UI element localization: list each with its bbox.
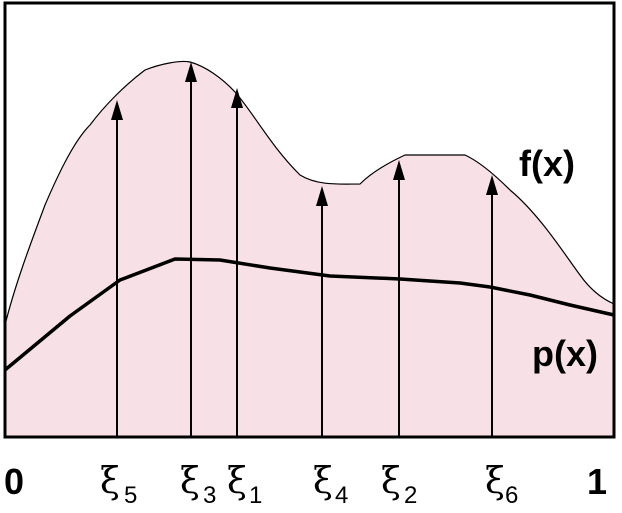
sample-label-xi6: ξ 6 [485,461,518,509]
xi-symbol: ξ [227,461,247,502]
x-max-label: 1 [587,461,607,502]
xi-symbol: ξ [313,461,333,502]
plot-frame [3,1,616,439]
xi-index: 2 [404,482,417,509]
xi-symbol: ξ [485,461,505,502]
sample-arrow-xi2 [393,160,405,437]
xi-index: 1 [249,482,262,509]
sample-arrow-xi4 [316,186,328,437]
xi-symbol: ξ [381,461,401,502]
x-min-label: 0 [4,461,24,502]
sample-label-xi2: ξ 2 [381,461,417,509]
sample-label-xi1: ξ 1 [227,461,262,509]
sample-label-xi4: ξ 4 [313,461,348,509]
p-curve [3,257,615,372]
xi-index: 3 [203,482,216,509]
sample-arrow-xi6 [486,175,498,437]
f-curve [4,60,615,326]
sample-arrow-xi3 [185,62,197,437]
xi-index: 6 [505,482,518,509]
xi-index: 5 [124,482,137,509]
sample-label-xi5: ξ 5 [100,461,137,509]
sample-arrow-xi1 [231,88,243,437]
f-label: f(x) [519,143,575,184]
xi-symbol: ξ [100,461,120,502]
xi-symbol: ξ [180,461,200,502]
p-label: p(x) [532,333,598,374]
sample-label-xi3: ξ 3 [180,461,216,509]
xi-index: 4 [335,482,348,509]
f-area-shading [5,61,614,438]
sample-arrow-xi5 [111,100,123,437]
